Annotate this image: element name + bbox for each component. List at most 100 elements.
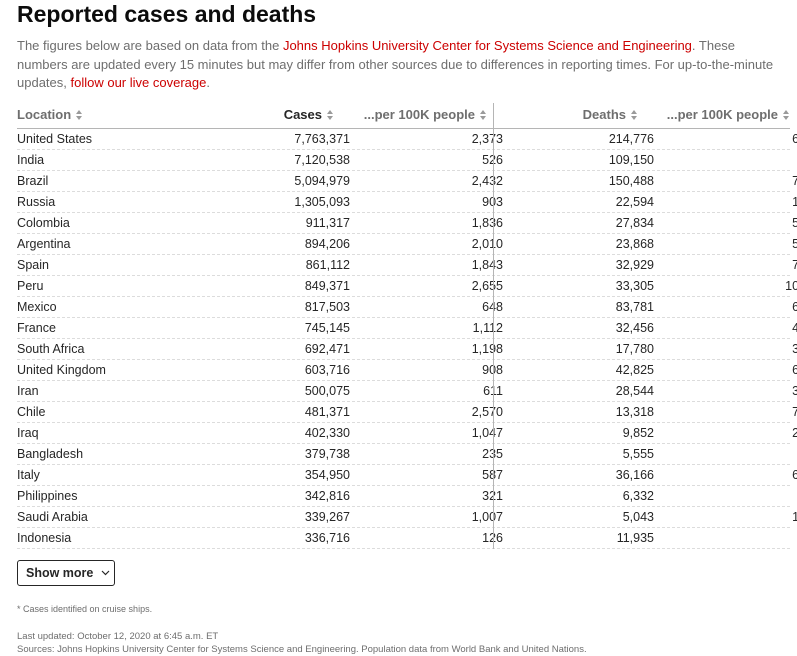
intro-text: The figures below are based on data from… <box>17 37 787 93</box>
number-cell: 5,555 <box>622 447 654 461</box>
number-cell: 903 <box>482 192 503 212</box>
location-cell: Iraq <box>17 426 39 440</box>
coverage-link[interactable]: follow our live coverage <box>70 75 207 90</box>
sort-icon <box>327 110 333 120</box>
column-header[interactable]: ...per 100K people <box>667 104 789 128</box>
number-cell: 72 <box>792 174 797 188</box>
sort-icon <box>631 110 637 120</box>
number-cell: 379,738 <box>304 447 350 461</box>
table-row: Argentina 894,206 2,010 23,868 54 <box>17 234 797 255</box>
location-cell: Peru <box>17 279 44 293</box>
number-cell: 32,929 <box>615 258 654 272</box>
table-row: Colombia 911,317 1,836 27,834 56 <box>17 213 797 234</box>
number-cell: 908 <box>482 360 503 380</box>
table-row: Brazil 5,094,979 2,432 150,488 72 <box>17 171 797 192</box>
number-cell: 54 <box>792 237 797 251</box>
number-cell: 1,843 <box>471 258 503 272</box>
table-row: Italy 354,950 587 36,166 60 <box>17 465 797 486</box>
intro-text-part: The figures below are based on data from… <box>17 38 283 53</box>
number-cell: 5,043 <box>622 510 654 524</box>
number-cell: 336,716 <box>304 531 350 545</box>
location-cell: Philippines <box>17 489 78 503</box>
number-cell: 23,868 <box>615 237 654 251</box>
number-cell: 16 <box>792 195 797 209</box>
number-cell: 64 <box>792 363 797 377</box>
number-cell: 15 <box>792 510 797 524</box>
number-cell: 27,834 <box>615 216 654 230</box>
number-cell: 83,781 <box>615 300 654 314</box>
number-cell: 2,570 <box>471 405 503 419</box>
number-cell: 817,503 <box>304 300 350 314</box>
column-header[interactable]: Location <box>17 104 83 128</box>
column-header-label: ...per 100K people <box>363 107 475 122</box>
table-row: United Kingdom 603,716 908 42,825 64 <box>17 360 797 381</box>
location-cell: Colombia <box>17 216 70 230</box>
location-cell: Argentina <box>17 237 71 251</box>
number-cell: 6,332 <box>622 489 654 503</box>
table-row: Saudi Arabia 339,267 1,007 5,043 15 <box>17 507 797 528</box>
number-cell: 603,716 <box>304 363 350 377</box>
number-cell: 126 <box>482 528 503 548</box>
number-cell: 104 <box>785 279 797 293</box>
number-cell: 7,763,371 <box>294 132 350 146</box>
number-cell: 745,145 <box>304 321 350 335</box>
location-cell: India <box>17 153 45 167</box>
table-row: Peru 849,371 2,655 33,305 104 <box>17 276 797 297</box>
number-cell: 354,950 <box>304 468 350 482</box>
number-cell: 861,112 <box>305 258 350 272</box>
number-cell: 28,544 <box>615 384 654 398</box>
number-cell: 587 <box>482 465 503 485</box>
number-cell: 1,007 <box>471 510 503 524</box>
table-row: South Africa 692,471 1,198 17,780 31 <box>17 339 797 360</box>
column-header[interactable]: Cases <box>284 104 333 128</box>
number-cell: 692,471 <box>304 342 350 356</box>
number-cell: 13,318 <box>615 405 654 419</box>
number-cell: 5,094,979 <box>294 174 350 188</box>
location-cell: United States <box>17 132 93 146</box>
source-link[interactable]: Johns Hopkins University Center for Syst… <box>282 38 692 53</box>
number-cell: 339,267 <box>304 510 350 524</box>
number-cell: 22,594 <box>615 195 654 209</box>
intro-text-part: . These numbers are updated every 15 min… <box>17 38 774 90</box>
footnote: * Cases identified on cruise ships. <box>17 604 153 614</box>
location-cell: Saudi Arabia <box>17 510 88 524</box>
column-divider <box>493 103 494 549</box>
number-cell: 1,836 <box>471 216 503 230</box>
number-cell: 894,206 <box>304 237 350 251</box>
location-cell: Brazil <box>17 174 49 188</box>
location-cell: Spain <box>17 258 49 272</box>
number-cell: 1,047 <box>471 426 503 440</box>
number-cell: 33,305 <box>615 279 654 293</box>
sort-icon <box>76 110 83 120</box>
number-cell: 66 <box>792 132 797 146</box>
number-cell: 2,373 <box>471 132 503 146</box>
number-cell: 11,935 <box>616 531 654 545</box>
location-cell: Italy <box>17 468 40 482</box>
number-cell: 60 <box>792 468 797 482</box>
header-rule <box>17 128 790 129</box>
location-cell: Russia <box>17 195 56 209</box>
number-cell: 648 <box>482 297 503 317</box>
number-cell: 56 <box>792 216 797 230</box>
table-row: Mexico 817,503 648 83,781 66 <box>17 297 797 318</box>
location-cell: Chile <box>17 405 46 419</box>
sources: Sources: Johns Hopkins University Center… <box>17 644 587 655</box>
number-cell: 71 <box>792 405 797 419</box>
number-cell: 17,780 <box>615 342 654 356</box>
number-cell: 35 <box>792 384 797 398</box>
number-cell: 235 <box>482 444 503 464</box>
column-header-label: ...per 100K people <box>666 107 778 122</box>
column-header-label: Location <box>17 107 72 122</box>
intro-text-part: . <box>206 75 210 90</box>
number-cell: 26 <box>792 426 797 440</box>
location-cell: Iran <box>17 384 39 398</box>
column-header[interactable]: ...per 100K people <box>364 104 486 128</box>
number-cell: 481,371 <box>304 405 350 419</box>
column-header[interactable]: Deaths <box>583 104 637 128</box>
column-header-label: Deaths <box>582 107 626 122</box>
show-more-button[interactable]: Show more <box>17 560 115 586</box>
number-cell: 321 <box>482 486 503 506</box>
